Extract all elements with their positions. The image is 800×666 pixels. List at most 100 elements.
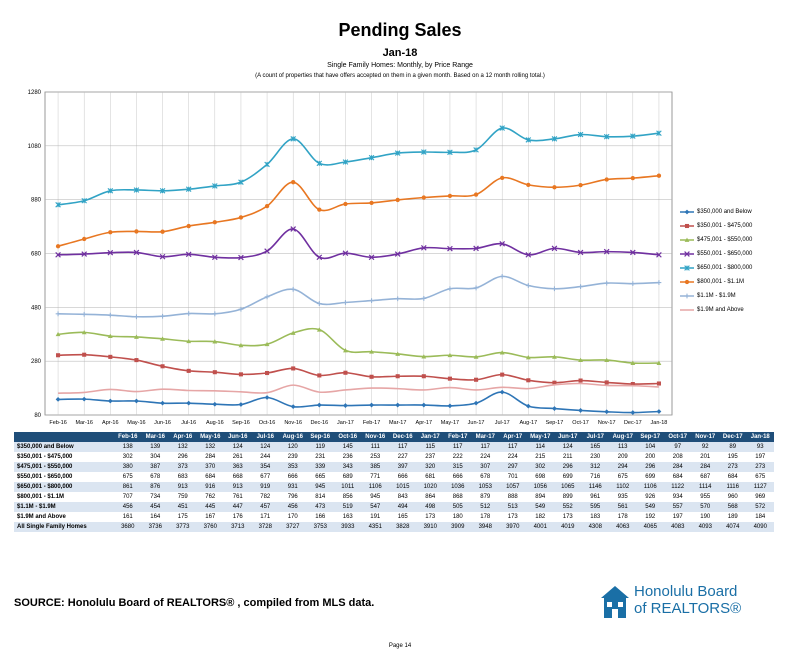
data-point [552,286,557,292]
data-point [317,373,322,378]
legend-marker [684,223,690,229]
table-row: $1.1M - $1.9M 456 454 451 445 447 457 456 473 519… [14,502,774,512]
data-point [525,403,531,409]
table-cell: 675 [746,472,774,482]
table-cell: 945 [361,492,389,502]
table-cell: 354 [251,462,279,472]
series-4 [55,125,662,208]
table-cell: 113 [609,442,637,452]
table-cell: 701 [499,472,527,482]
data-point [107,333,113,339]
table-cell: 782 [251,492,279,502]
data-point [186,368,191,373]
table-cell: 178 [471,512,499,522]
table-column-header: Jan-18 [746,432,774,442]
data-point [369,349,374,354]
table-row: $350,001 - $475,000 302 304 296 284 261 244 239… [14,452,774,462]
data-point [604,380,609,385]
data-point [395,374,400,379]
table-cell: 124 [554,442,582,452]
data-point [185,186,192,192]
data-point [656,360,662,365]
data-point [499,125,505,131]
table-cell: 666 [389,472,417,482]
table-cell: 273 [719,462,747,472]
legend-label: $550,001 - $650,000 [697,251,753,257]
table-cell: 864 [416,492,444,502]
data-point [421,149,427,155]
table-cell: 170 [279,512,307,522]
table-cell: 3727 [279,522,307,532]
table-cell: 913 [169,482,197,492]
line-chart: 1280 1080 880 680 480 280 80 Feb-16 Mar-16 Apr-16… [28,90,673,426]
table-column-header: May-16 [196,432,224,442]
table-cell: 385 [361,462,389,472]
table-column-header: Dec-16 [389,432,417,442]
series-5 [55,173,662,249]
x-tick-label: Sep-17 [546,420,564,426]
data-point [55,331,61,337]
table-cell: 312 [581,462,609,472]
table-cell: 456 [279,502,307,512]
data-point [630,281,636,287]
table-cell: 519 [334,502,362,512]
data-point [578,378,583,383]
x-tick-label: Jan-17 [337,420,354,426]
table-cell: 236 [334,452,362,462]
data-point [395,296,401,302]
table-row: All Single Family Homes 3680 3736 3773 3760 3… [14,522,774,532]
table-cell: 557 [664,502,692,512]
table-cell: 1011 [334,482,362,492]
y-tick-label: 680 [31,252,42,258]
table-column-header: Apr-17 [499,432,527,442]
data-point [264,203,270,209]
table-column-header: Mar-17 [471,432,499,442]
data-point [290,404,296,410]
table-cell: 4001 [526,522,554,532]
table-cell: 681 [416,472,444,482]
table-row-label: $650,001 - $800,000 [14,482,114,492]
table-row: $550,001 - $650,000 675 678 683 684 668 677 666… [14,472,774,482]
data-point [500,372,505,377]
table-cell: 171 [251,512,279,522]
table-cell: 294 [609,462,637,472]
table-cell: 856 [334,492,362,502]
table-cell: 1146 [581,482,609,492]
table-cell: 3736 [141,522,169,532]
x-tick-label: Jan-18 [651,420,668,426]
legend-label: $650,001 - $800,000 [697,265,753,271]
table-cell: 684 [664,472,692,482]
data-point [395,197,400,203]
data-point [134,358,139,363]
table-cell: 843 [389,492,417,502]
y-tick-label: 80 [34,413,41,419]
table-cell: 3933 [334,522,362,532]
table-cell: 161 [114,512,142,522]
data-point [369,374,374,379]
data-point [369,200,374,206]
table-cell: 771 [361,472,389,482]
data-point [342,159,349,165]
table-cell: 145 [334,442,362,452]
data-point [499,389,505,395]
legend-label: $800,001 - $1.1M [697,279,745,285]
table-cell: 699 [636,472,664,482]
data-point [159,253,166,260]
table-cell: 1127 [746,482,774,492]
data-point [343,300,348,305]
table-cell: 666 [444,472,472,482]
table-cell: 132 [169,442,197,452]
legend-swatch [680,223,694,229]
data-point [264,161,270,168]
table-cell: 3910 [416,522,444,532]
table-cell: 3909 [444,522,472,532]
table-cell: 211 [554,452,582,462]
table-cell: 716 [581,472,609,482]
table-cell: 879 [471,492,499,502]
table-cell: 961 [581,492,609,502]
data-point [447,245,453,252]
x-tick-label: Aug-16 [206,420,224,426]
y-tick-label: 1080 [28,144,42,150]
table-cell: 1053 [471,482,499,492]
data-point [264,294,270,300]
